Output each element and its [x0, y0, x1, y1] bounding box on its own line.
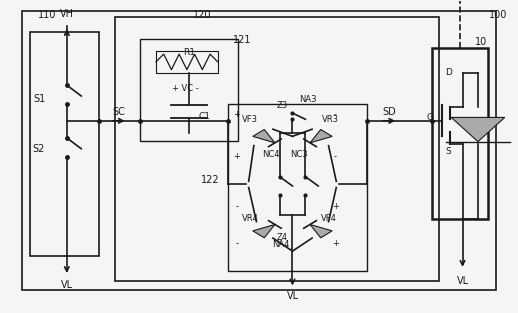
- Bar: [228, 104, 367, 271]
- Text: 10: 10: [476, 37, 488, 47]
- Text: +: +: [234, 152, 240, 161]
- Polygon shape: [310, 130, 332, 143]
- Text: VL: VL: [286, 291, 298, 301]
- Text: VF4: VF4: [321, 214, 337, 223]
- Text: C1: C1: [199, 112, 211, 121]
- Text: -: -: [235, 202, 238, 211]
- Bar: [431, 48, 488, 218]
- Text: R1: R1: [183, 48, 195, 57]
- Text: NC4: NC4: [262, 151, 280, 159]
- Text: 121: 121: [233, 35, 252, 45]
- Text: VR3: VR3: [322, 115, 339, 124]
- Text: +: +: [234, 110, 240, 119]
- Text: VL: VL: [61, 280, 73, 290]
- Text: +: +: [332, 202, 339, 211]
- Text: S1: S1: [33, 94, 45, 104]
- Text: VF3: VF3: [242, 115, 258, 124]
- Text: Z3: Z3: [277, 101, 287, 110]
- Text: 100: 100: [490, 10, 508, 20]
- Text: D: D: [445, 68, 452, 77]
- Polygon shape: [310, 224, 332, 238]
- Text: VH: VH: [60, 9, 74, 19]
- Polygon shape: [253, 130, 275, 143]
- Text: NA4: NA4: [272, 240, 290, 249]
- Text: 120: 120: [193, 10, 211, 20]
- Text: VL: VL: [456, 275, 469, 285]
- Text: -: -: [334, 110, 337, 119]
- Polygon shape: [451, 117, 505, 141]
- Text: NC3: NC3: [291, 151, 308, 159]
- Text: SD: SD: [382, 106, 396, 116]
- Polygon shape: [253, 224, 275, 238]
- Text: Z4: Z4: [277, 233, 287, 242]
- Text: S: S: [445, 147, 452, 156]
- Text: + VC -: + VC -: [172, 84, 199, 93]
- Text: SC: SC: [112, 106, 125, 116]
- Text: -: -: [235, 239, 238, 248]
- Text: VR4: VR4: [242, 214, 258, 223]
- Bar: [30, 33, 99, 256]
- Text: NA3: NA3: [299, 95, 316, 104]
- Text: G: G: [426, 113, 434, 122]
- Text: +: +: [332, 239, 339, 248]
- Bar: [115, 17, 439, 280]
- Text: 110: 110: [37, 10, 56, 20]
- Bar: [156, 51, 218, 73]
- Text: -: -: [334, 152, 337, 161]
- Bar: [140, 38, 238, 141]
- Text: 122: 122: [201, 175, 219, 185]
- Text: S2: S2: [33, 144, 45, 154]
